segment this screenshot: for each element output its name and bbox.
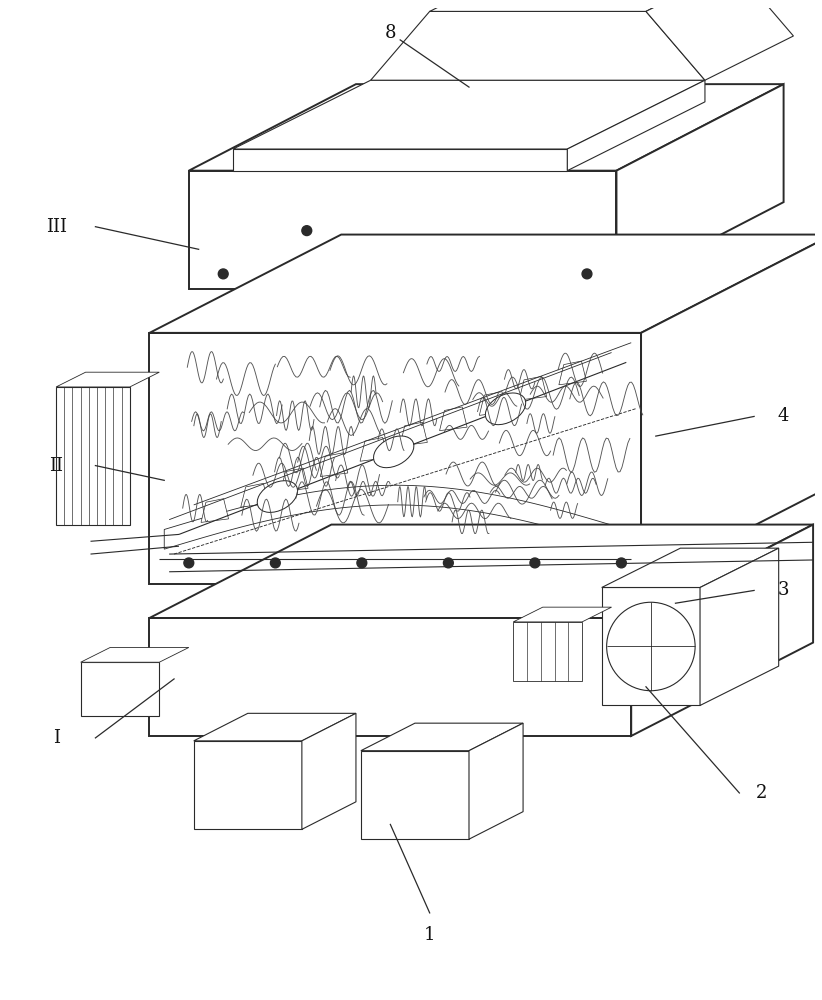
Text: 3: 3 bbox=[778, 581, 789, 599]
Circle shape bbox=[443, 558, 453, 568]
Polygon shape bbox=[321, 453, 348, 477]
Polygon shape bbox=[361, 751, 469, 839]
Polygon shape bbox=[567, 80, 705, 171]
Polygon shape bbox=[602, 587, 700, 705]
Polygon shape bbox=[56, 372, 159, 387]
Text: 4: 4 bbox=[778, 407, 789, 425]
Polygon shape bbox=[616, 84, 783, 289]
Polygon shape bbox=[513, 607, 612, 622]
Ellipse shape bbox=[485, 393, 526, 425]
Polygon shape bbox=[371, 11, 705, 80]
Polygon shape bbox=[520, 376, 547, 400]
Polygon shape bbox=[641, 235, 822, 584]
Circle shape bbox=[302, 226, 312, 236]
Polygon shape bbox=[360, 438, 388, 461]
Polygon shape bbox=[646, 0, 793, 80]
Polygon shape bbox=[302, 713, 356, 829]
Polygon shape bbox=[479, 392, 507, 415]
Text: I: I bbox=[53, 729, 60, 747]
Text: II: II bbox=[49, 457, 63, 475]
Polygon shape bbox=[194, 713, 356, 741]
Polygon shape bbox=[241, 483, 268, 507]
Polygon shape bbox=[602, 548, 778, 587]
Polygon shape bbox=[189, 171, 616, 289]
Circle shape bbox=[357, 558, 367, 568]
Polygon shape bbox=[399, 422, 427, 446]
Circle shape bbox=[530, 558, 540, 568]
Polygon shape bbox=[189, 84, 783, 171]
Circle shape bbox=[270, 558, 280, 568]
Polygon shape bbox=[150, 618, 631, 736]
Polygon shape bbox=[150, 525, 813, 618]
Circle shape bbox=[184, 558, 194, 568]
Polygon shape bbox=[150, 235, 822, 333]
Text: III: III bbox=[45, 218, 67, 236]
Polygon shape bbox=[194, 741, 302, 829]
Polygon shape bbox=[469, 723, 523, 839]
Polygon shape bbox=[164, 485, 626, 549]
Polygon shape bbox=[631, 525, 813, 736]
Polygon shape bbox=[559, 361, 586, 385]
Polygon shape bbox=[361, 723, 523, 751]
Polygon shape bbox=[201, 499, 229, 522]
Circle shape bbox=[616, 558, 626, 568]
Circle shape bbox=[219, 269, 229, 279]
Polygon shape bbox=[430, 0, 734, 11]
Ellipse shape bbox=[257, 481, 298, 512]
Polygon shape bbox=[56, 387, 130, 525]
Polygon shape bbox=[233, 149, 567, 171]
Polygon shape bbox=[700, 548, 778, 705]
Polygon shape bbox=[280, 468, 308, 492]
Text: 1: 1 bbox=[424, 926, 436, 944]
Text: 8: 8 bbox=[385, 24, 396, 42]
Polygon shape bbox=[513, 622, 582, 681]
Polygon shape bbox=[81, 647, 189, 662]
Circle shape bbox=[582, 269, 592, 279]
Polygon shape bbox=[81, 662, 159, 716]
Polygon shape bbox=[150, 333, 641, 584]
Text: 2: 2 bbox=[756, 784, 768, 802]
Ellipse shape bbox=[373, 436, 413, 468]
Polygon shape bbox=[440, 407, 467, 431]
Polygon shape bbox=[233, 80, 705, 149]
